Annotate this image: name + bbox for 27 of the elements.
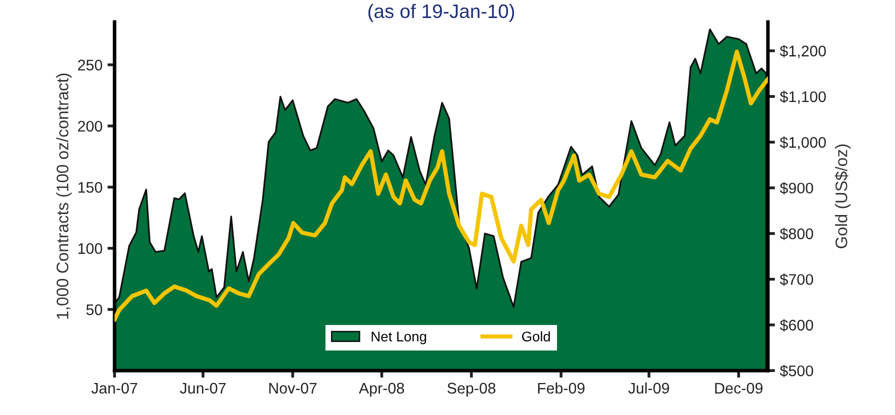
y2-tick-label: $600 — [780, 319, 814, 332]
y2-tick-label: $800 — [780, 228, 814, 240]
y2-tick-label: $900 — [780, 182, 814, 194]
y2-tick-label: $1,100 — [780, 90, 826, 104]
chart-title: (as of 19-Jan-10) — [368, 4, 514, 22]
line-series — [114, 50, 768, 322]
y2-axis-title: Gold (US$/oz) — [834, 144, 851, 248]
y2-tick-label: $1,200 — [780, 45, 826, 58]
x-tick-label: Dec-09 — [715, 382, 763, 394]
x-tick-label: Jul-09 — [628, 382, 670, 394]
series-label: Net Long — [372, 332, 426, 344]
x-tick-label: Nov-07 — [269, 382, 317, 394]
x-tick-label: Feb-09 — [538, 382, 585, 394]
y2-tick-label: $1,000 — [780, 136, 826, 150]
y-tick-label: 50 — [86, 304, 102, 316]
y-tick-label: 100 — [78, 243, 102, 254]
y2-tick-label: $500 — [780, 364, 814, 378]
y2-tick-label: $700 — [780, 273, 814, 286]
y-tick-label: 150 — [78, 182, 102, 193]
y-axis-title: 1,000 Contracts (100 oz/contract) — [56, 74, 72, 319]
y-tick-label: 250 — [78, 60, 102, 70]
x-tick-label: Jan-07 — [91, 382, 138, 394]
legend-label: Gold — [522, 331, 550, 342]
x-tick-label: Jun-07 — [180, 382, 226, 394]
x-tick-label: Apr-08 — [358, 382, 404, 397]
y-tick-label: 200 — [78, 120, 102, 132]
x-tick-label: Sep-08 — [447, 382, 496, 397]
